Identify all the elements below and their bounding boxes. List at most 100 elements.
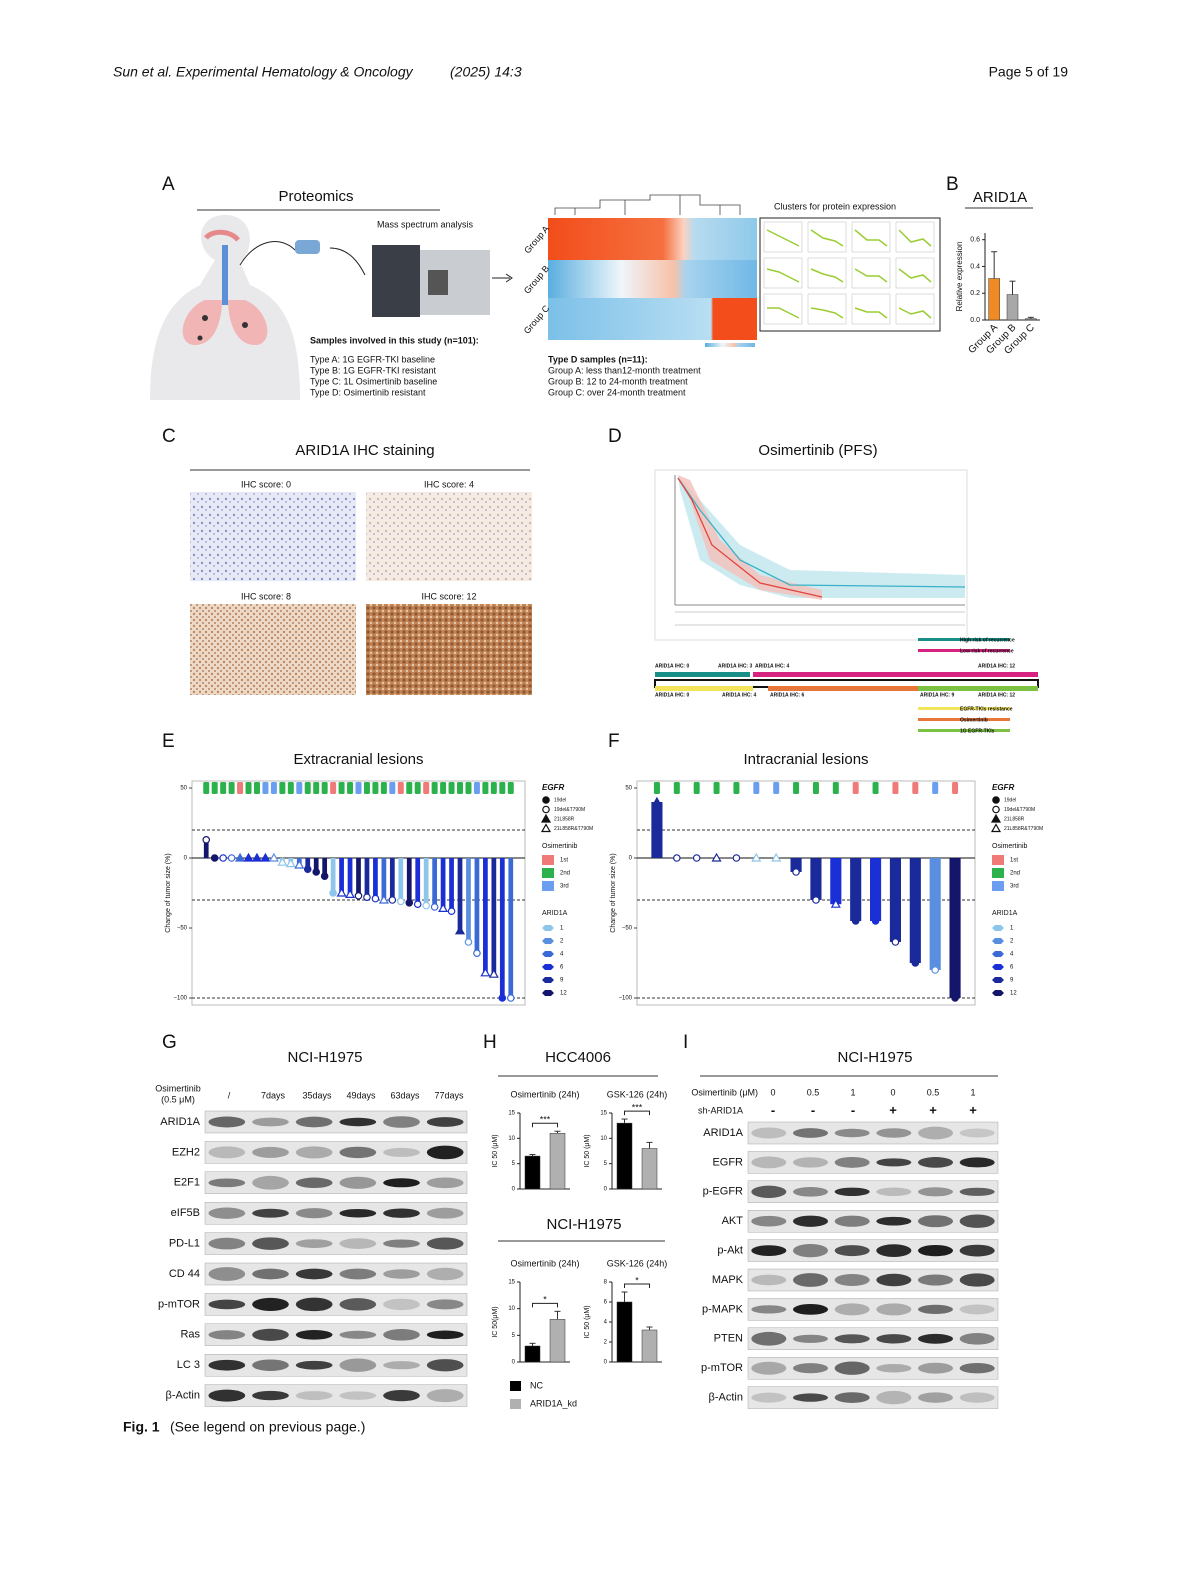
marker xyxy=(210,854,219,862)
blot-band xyxy=(208,1207,246,1219)
blot-band xyxy=(793,1363,828,1374)
marker xyxy=(388,896,397,904)
protein-label: PTEN xyxy=(714,1333,743,1345)
ihc-score: IHC score: 0 xyxy=(241,479,291,489)
protein-label: β-Actin xyxy=(709,1392,743,1404)
blot-band xyxy=(876,1303,912,1316)
blot-band xyxy=(252,1175,289,1190)
cluster-plot xyxy=(807,257,847,289)
marker xyxy=(202,835,211,844)
line-marker xyxy=(482,782,489,794)
legend-label: 2 xyxy=(1010,939,1014,945)
legend-swatch xyxy=(992,868,1004,878)
line-marker xyxy=(431,782,438,794)
legend-swatch xyxy=(992,990,1004,996)
significance: * xyxy=(543,1295,547,1305)
legend-swatch xyxy=(542,964,554,970)
bar xyxy=(466,858,471,942)
marker xyxy=(871,917,880,925)
legend-label: 4 xyxy=(560,952,564,958)
line-marker xyxy=(473,782,480,794)
blot-band xyxy=(959,1244,995,1257)
dose-value: 0.5 xyxy=(807,1087,820,1097)
blot-band xyxy=(751,1331,787,1346)
blot-band xyxy=(751,1215,787,1227)
cluster-trend xyxy=(854,268,888,283)
legend-swatch xyxy=(542,925,554,931)
line-marker xyxy=(211,782,218,794)
line-marker xyxy=(465,782,472,794)
bar xyxy=(508,858,514,998)
marker xyxy=(312,868,321,876)
blot-band xyxy=(751,1185,787,1198)
blot-band xyxy=(793,1157,828,1168)
blot-band xyxy=(959,1333,995,1345)
legend-label: 12 xyxy=(1010,991,1017,997)
legend-label: 21L858R xyxy=(1004,816,1025,822)
y-tick-label: 4 xyxy=(604,1320,608,1326)
marker xyxy=(540,813,552,823)
line-marker xyxy=(397,782,404,794)
blot-band xyxy=(834,1303,870,1316)
y-axis-label: IC 50(μM) xyxy=(492,1306,499,1337)
panel-label: E xyxy=(162,731,175,752)
sample-type: Type C: 1L Osimertinib baseline xyxy=(310,376,437,386)
blot-band xyxy=(751,1127,787,1139)
blot-band xyxy=(252,1117,289,1127)
y-tick-label: −50 xyxy=(622,926,633,932)
marker xyxy=(235,852,246,862)
legend-label: 2nd xyxy=(560,871,570,877)
line-marker xyxy=(773,782,780,794)
legend-swatch xyxy=(542,990,554,996)
anatomy xyxy=(150,215,366,400)
sh-value: - xyxy=(851,1102,855,1117)
dose-value: 0 xyxy=(890,1087,895,1097)
blot-band xyxy=(918,1333,953,1344)
protein-label: p-mTOR xyxy=(158,1298,200,1310)
marker xyxy=(651,796,662,806)
marker xyxy=(498,994,507,1002)
blot-band xyxy=(751,1392,787,1403)
blot-band xyxy=(876,1158,912,1167)
significance: *** xyxy=(540,1115,551,1125)
marker xyxy=(430,903,439,911)
marker xyxy=(692,854,701,862)
y-tick-label: 6 xyxy=(604,1300,608,1306)
sh-label: sh-ARID1A xyxy=(698,1105,743,1115)
bar xyxy=(641,1148,658,1190)
line-marker xyxy=(713,782,720,794)
ihc-image xyxy=(190,492,356,581)
blot-band xyxy=(295,1268,333,1280)
protein-label: EZH2 xyxy=(172,1146,200,1158)
blot-band xyxy=(208,1267,246,1281)
protein-label: EGFR xyxy=(712,1156,743,1168)
line-marker xyxy=(932,782,939,794)
line-marker xyxy=(304,782,311,794)
panel-title: Intracranial lesions xyxy=(743,751,868,768)
legend-title: ARID1A xyxy=(542,910,568,917)
legend-label: 1 xyxy=(1010,926,1014,932)
line-marker xyxy=(812,782,819,794)
chart-title: Osimertinib (24h) xyxy=(510,1258,579,1268)
bar xyxy=(616,1122,633,1190)
blot-band xyxy=(208,1389,246,1402)
legend-label: 1 xyxy=(560,926,564,932)
line-marker xyxy=(296,782,303,794)
legend-label: 1G EGFR-TKIs xyxy=(960,728,995,734)
bar xyxy=(810,858,822,900)
blot-band xyxy=(918,1304,953,1315)
legend-title: Osimertinib xyxy=(542,843,578,850)
blot-band xyxy=(252,1359,289,1371)
protein-label: p-mTOR xyxy=(701,1362,743,1374)
blot-band xyxy=(383,1239,420,1248)
bar xyxy=(850,858,862,921)
blot-band xyxy=(793,1243,828,1258)
legend-label: 1st xyxy=(1010,858,1018,864)
protein-label: p-Akt xyxy=(717,1245,743,1257)
cluster-trend xyxy=(810,229,844,247)
y-axis-label: IC 50 (μM) xyxy=(492,1134,499,1167)
y-tick-label: −100 xyxy=(618,996,632,1002)
marker xyxy=(990,813,1002,823)
blot-band xyxy=(959,1304,995,1315)
bar xyxy=(524,1345,541,1363)
